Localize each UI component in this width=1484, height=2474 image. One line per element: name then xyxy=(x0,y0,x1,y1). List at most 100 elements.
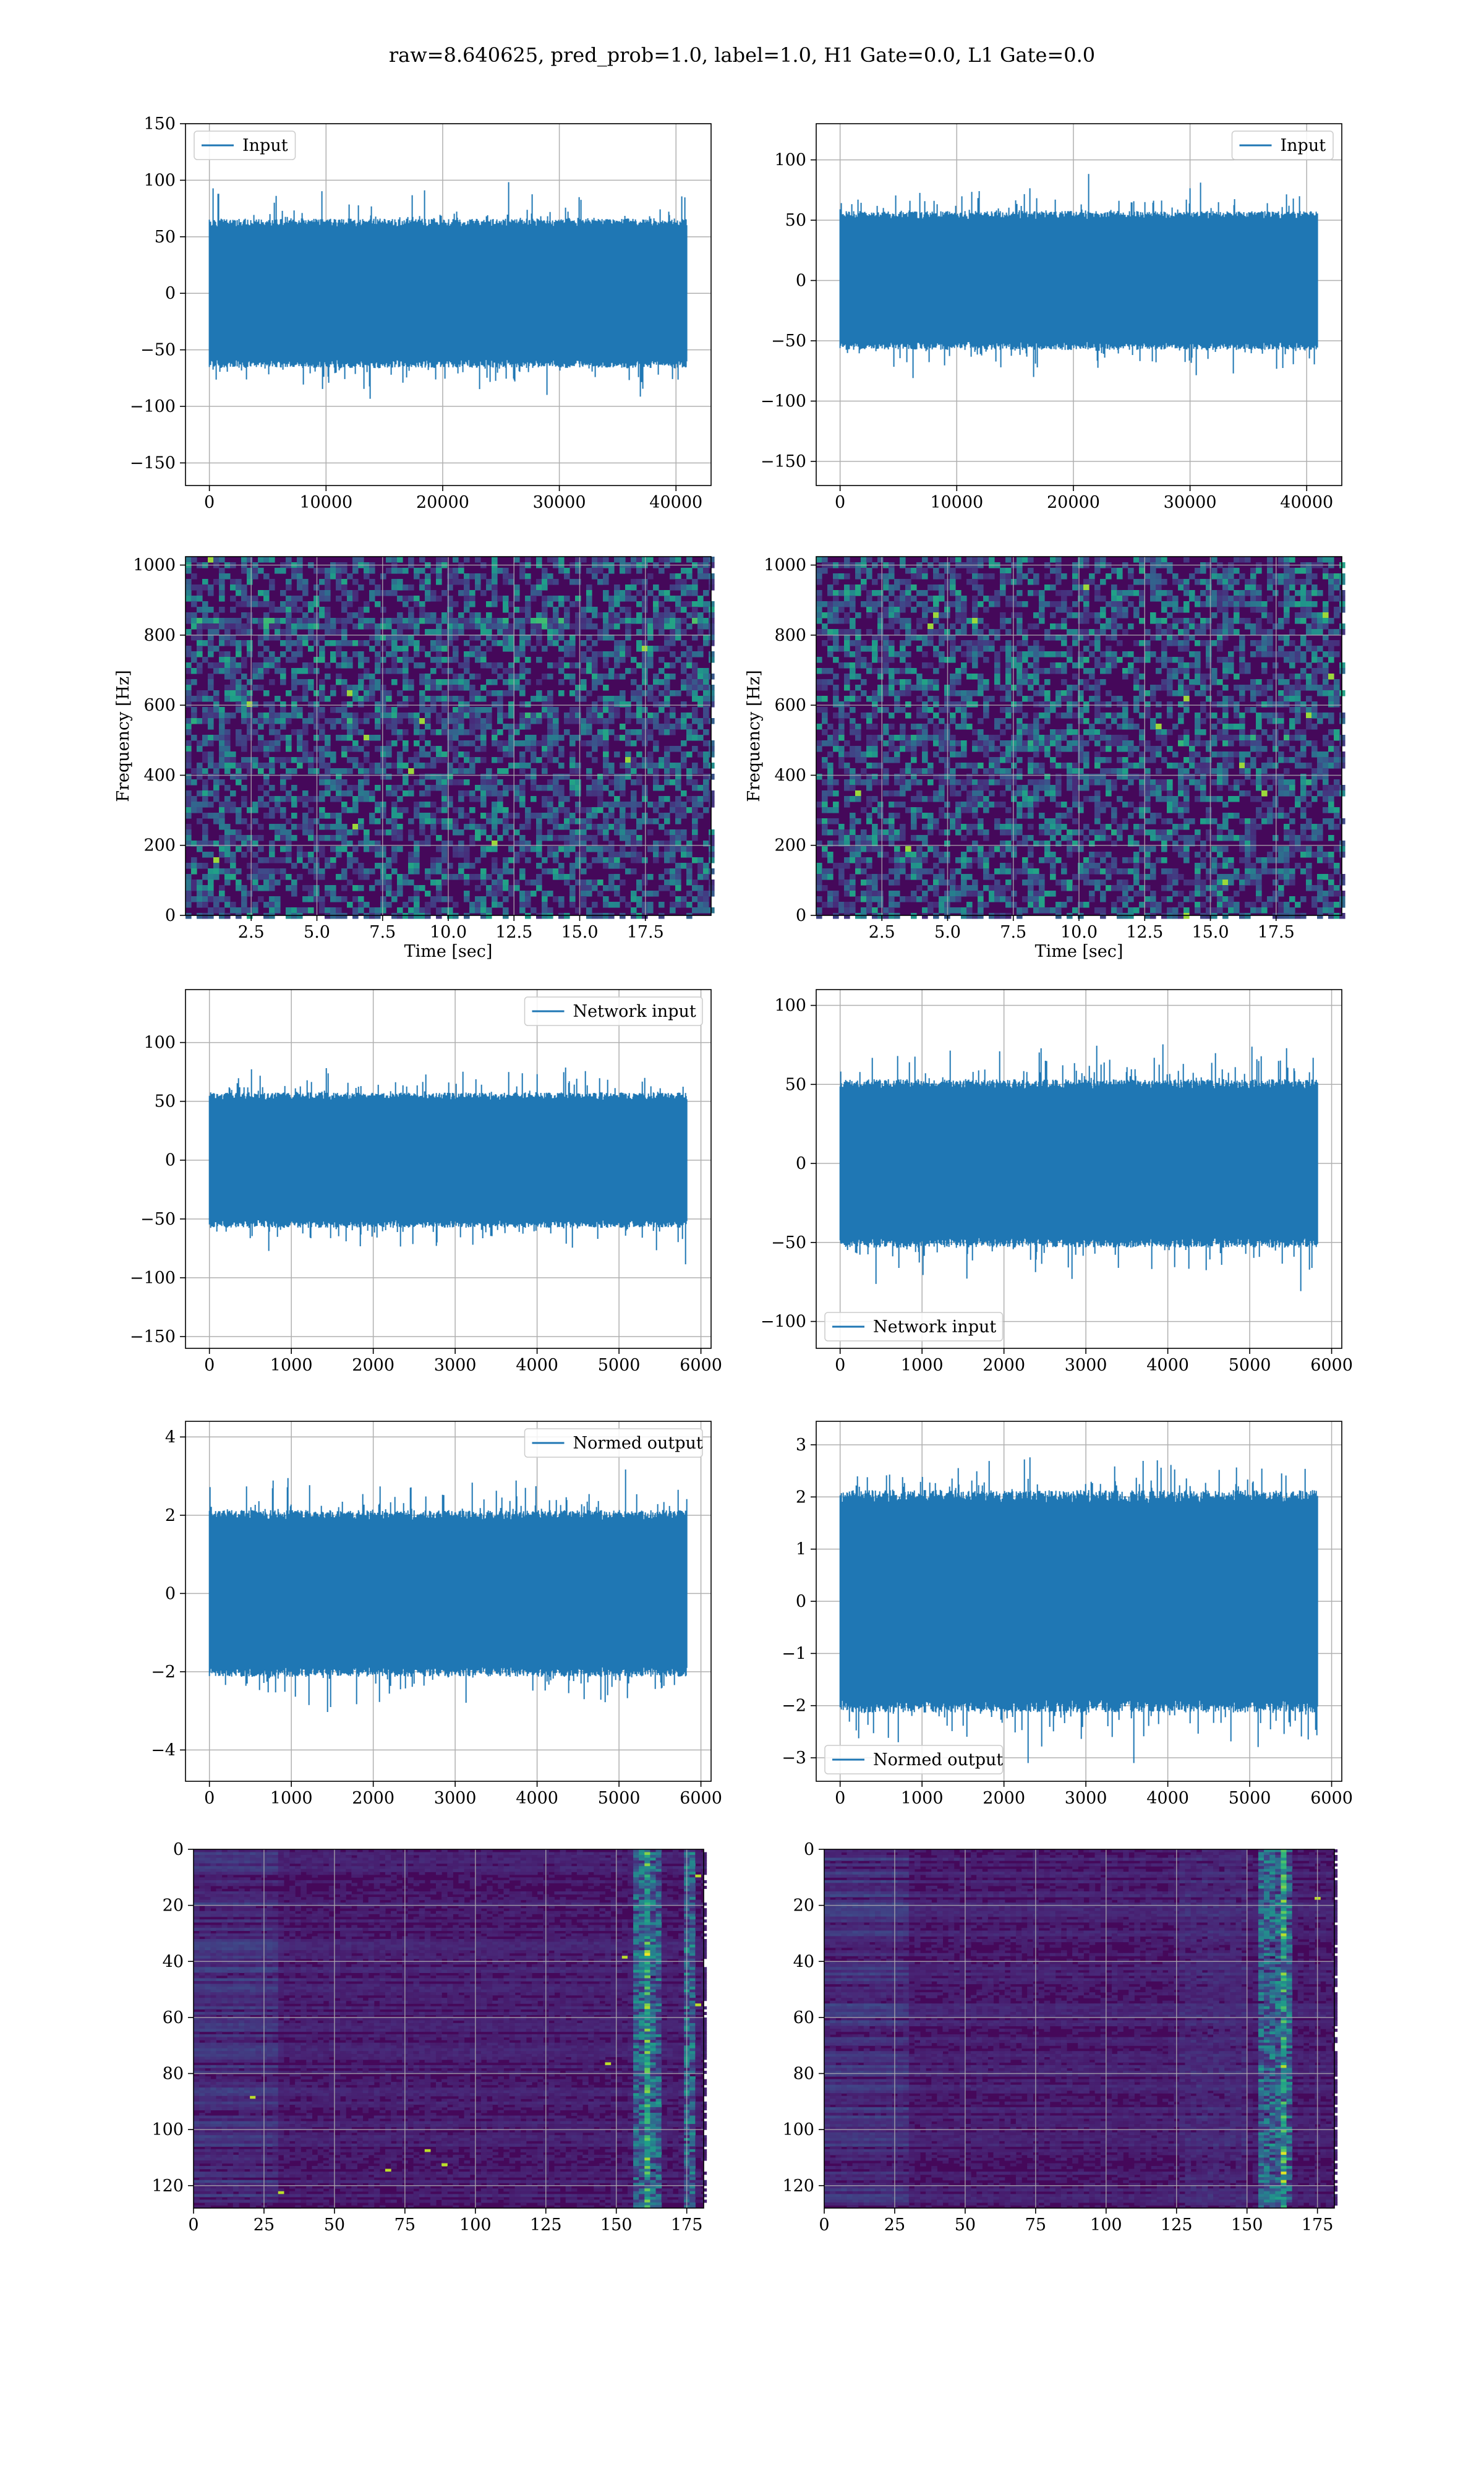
heatmap-cell xyxy=(614,646,620,652)
heatmap-cell xyxy=(469,674,475,680)
heatmap-cell xyxy=(592,746,598,752)
heatmap-cell xyxy=(603,635,609,641)
heatmap-cell xyxy=(1328,629,1334,635)
heatmap-cell xyxy=(1306,674,1312,680)
heatmap-cell xyxy=(364,835,370,841)
heatmap-cell xyxy=(497,713,503,719)
heatmap-cell xyxy=(419,607,425,613)
heatmap-cell xyxy=(1044,713,1051,719)
heatmap-cell xyxy=(1289,568,1295,574)
heatmap-cell xyxy=(692,635,698,641)
heatmap-cell xyxy=(441,896,448,902)
heatmap-cell xyxy=(319,790,325,797)
heatmap-cell xyxy=(1017,629,1023,635)
heatmap-cell xyxy=(408,868,414,875)
heatmap-cell xyxy=(403,584,409,591)
heatmap-cell xyxy=(916,590,923,596)
heatmap-cell xyxy=(697,629,704,635)
heatmap-cell xyxy=(408,757,414,763)
heatmap-cell xyxy=(889,651,895,657)
heatmap-cell xyxy=(224,662,231,669)
heatmap-cell xyxy=(916,674,923,680)
heatmap-cell xyxy=(224,623,231,630)
heatmap-cell xyxy=(1211,674,1217,680)
heatmap-cell xyxy=(469,818,475,824)
heatmap-cell xyxy=(391,651,398,657)
heatmap-cell xyxy=(364,796,370,802)
heatmap-cell xyxy=(352,796,359,802)
heatmap-cell xyxy=(883,640,889,646)
heatmap-cell xyxy=(230,774,236,780)
heatmap-cell xyxy=(358,863,364,869)
heatmap-cell xyxy=(414,902,420,908)
heatmap-cell xyxy=(653,763,659,769)
heatmap-cell xyxy=(480,785,487,791)
heatmap-cell xyxy=(653,718,659,724)
heatmap-cell xyxy=(236,651,242,657)
heatmap-cell xyxy=(252,596,258,602)
heatmap-cell xyxy=(961,607,967,613)
heatmap-cell xyxy=(213,907,220,914)
heatmap-cell xyxy=(983,701,989,708)
heatmap-cell xyxy=(1206,584,1212,591)
heatmap-cell xyxy=(224,668,231,674)
heatmap-cell xyxy=(291,685,297,691)
heatmap-cell xyxy=(581,829,587,836)
heatmap-cell xyxy=(458,751,464,758)
heatmap-cell xyxy=(414,662,420,669)
heatmap-cell xyxy=(191,802,197,808)
heatmap-cell xyxy=(436,651,442,657)
heatmap-cell xyxy=(508,579,514,585)
heatmap-cell xyxy=(564,651,570,657)
heatmap-cell xyxy=(1278,623,1284,630)
heatmap-cell xyxy=(1078,657,1084,663)
heatmap-cell xyxy=(330,857,336,863)
heatmap-cell xyxy=(586,729,592,735)
heatmap-cell xyxy=(838,590,845,596)
heatmap-cell xyxy=(325,763,331,769)
heatmap-cell xyxy=(1278,713,1284,719)
heatmap-cell xyxy=(186,740,192,747)
heatmap-cell xyxy=(1017,557,1023,563)
heatmap-cell xyxy=(441,807,448,813)
heatmap-cell xyxy=(692,885,698,891)
heatmap-cell xyxy=(241,774,247,780)
heatmap-cell xyxy=(286,885,292,891)
heatmap-cell xyxy=(1033,646,1039,652)
heatmap-cell xyxy=(1128,584,1134,591)
heatmap-cell xyxy=(197,846,203,852)
heatmap-cell xyxy=(569,835,576,841)
heatmap-cell xyxy=(1156,668,1162,674)
heatmap-cell xyxy=(681,607,687,613)
heatmap-cell xyxy=(380,746,386,752)
heatmap-cell xyxy=(547,635,553,641)
heatmap-cell xyxy=(939,596,945,602)
heatmap-cell xyxy=(900,646,906,652)
heatmap-cell xyxy=(1139,657,1145,663)
heatmap-cell xyxy=(1234,596,1240,602)
heatmap-cell xyxy=(1167,635,1173,641)
heatmap-cell xyxy=(564,612,570,618)
heatmap-cell xyxy=(1200,674,1206,680)
heatmap-cell xyxy=(514,813,520,819)
heatmap-cell xyxy=(1117,623,1123,630)
heatmap-cell xyxy=(916,635,923,641)
heatmap-cell xyxy=(364,740,370,747)
heatmap-cell xyxy=(1222,696,1229,702)
heatmap-cell xyxy=(441,657,448,663)
heatmap-cell xyxy=(664,818,670,824)
heatmap-cell xyxy=(258,601,264,607)
heatmap-cell xyxy=(525,896,531,902)
heatmap-cell xyxy=(263,662,270,669)
heatmap-cell xyxy=(1250,629,1256,635)
heatmap-cell xyxy=(664,768,670,774)
heatmap-cell xyxy=(425,907,431,914)
heatmap-cell xyxy=(1078,713,1084,719)
heatmap-cell xyxy=(480,629,487,635)
heatmap-cell xyxy=(569,601,576,607)
heatmap-cell xyxy=(542,623,548,630)
heatmap-cell xyxy=(833,690,839,696)
heatmap-cell xyxy=(586,635,592,641)
heatmap-cell xyxy=(436,596,442,602)
heatmap-cell xyxy=(236,846,242,852)
